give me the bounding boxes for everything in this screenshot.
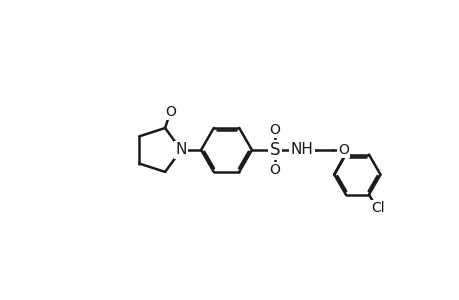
Text: O: O [337, 143, 348, 157]
Text: Cl: Cl [370, 202, 384, 215]
Text: N: N [175, 142, 186, 158]
Text: O: O [165, 105, 175, 119]
Text: O: O [269, 123, 280, 137]
Text: NH: NH [290, 142, 313, 158]
Text: O: O [269, 163, 280, 177]
Text: S: S [269, 141, 280, 159]
